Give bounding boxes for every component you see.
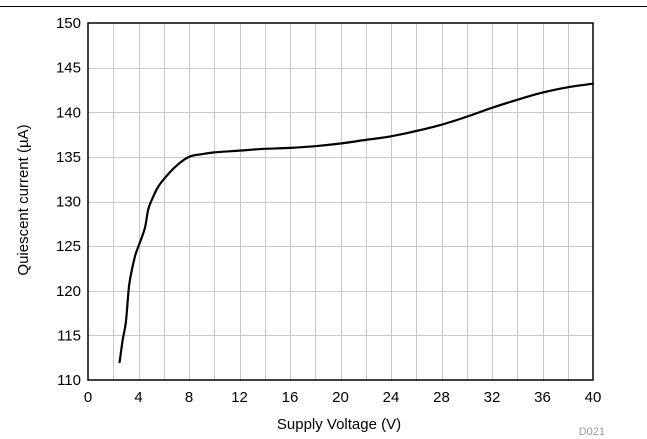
- x-tick-label: 0: [84, 389, 92, 406]
- x-tick-label: 36: [534, 389, 551, 406]
- y-tick-label: 140: [56, 104, 81, 121]
- x-tick-label: 16: [282, 389, 299, 406]
- y-tick-label: 115: [57, 327, 81, 344]
- plot-frame: [87, 22, 594, 381]
- x-tick-label: 32: [484, 389, 501, 406]
- x-tick-label: 8: [185, 389, 193, 406]
- y-tick-label: 120: [56, 283, 81, 300]
- series-line: [118, 82, 595, 364]
- y-tick-label: 130: [56, 194, 81, 211]
- y-tick-label: 110: [57, 372, 81, 389]
- x-tick-label: 20: [332, 389, 349, 406]
- y-tick-label: 135: [56, 149, 81, 166]
- x-tick-label: 4: [134, 389, 142, 406]
- y-tick-label: 150: [56, 15, 81, 32]
- data-series: [118, 82, 595, 364]
- y-axis-title: Quiescent current (µA): [15, 124, 32, 275]
- x-tick-label: 28: [433, 389, 450, 406]
- x-tick-label: 40: [585, 389, 602, 406]
- x-tick-label: 24: [383, 389, 400, 406]
- tick-labels: 0 4 8 12 16 20 24 28 32 36 40 110 115 120 125 130 135 140…: [56, 15, 601, 406]
- figure-id-label: D021: [579, 426, 605, 438]
- grid-lines: [88, 23, 593, 380]
- x-axis-title: Supply Voltage (V): [277, 416, 401, 433]
- y-tick-label: 125: [56, 238, 81, 255]
- x-tick-label: 12: [231, 389, 248, 406]
- y-tick-label: 145: [56, 60, 81, 77]
